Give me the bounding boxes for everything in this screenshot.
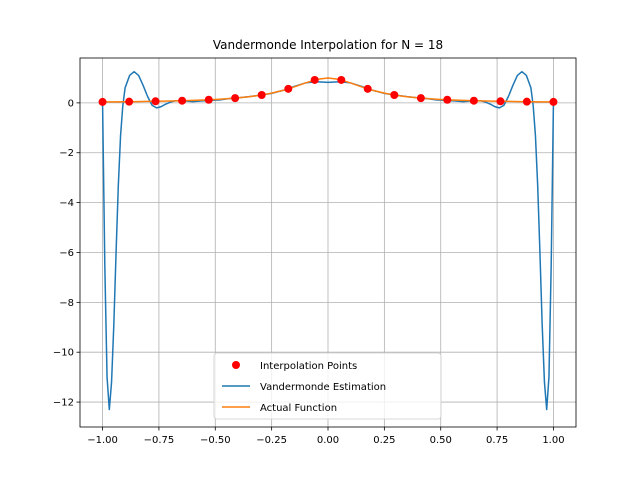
interpolation-point	[549, 97, 558, 106]
interpolation-point	[390, 91, 399, 99]
interpolation-point	[125, 97, 134, 106]
interpolation-point	[443, 95, 452, 104]
x-tick-label: 0.00	[317, 435, 339, 446]
y-tick-label: −12	[53, 398, 74, 409]
interpolation-point	[337, 75, 346, 84]
x-tick-label: 0.25	[373, 435, 395, 446]
x-tick-label: 0.50	[430, 435, 452, 446]
y-tick-label: −6	[59, 248, 74, 259]
interpolation-point	[204, 95, 213, 104]
y-tick-label: −10	[53, 348, 74, 359]
plot-area	[98, 70, 558, 411]
x-tick-label: −0.75	[144, 435, 175, 446]
interpolation-point	[363, 84, 372, 93]
x-tick-label: −0.25	[256, 435, 287, 446]
axes-frame	[79, 57, 577, 428]
y-tick-label: 0	[68, 98, 74, 109]
y-tick-label: −2	[59, 148, 74, 159]
interpolation-point	[416, 94, 425, 103]
interpolation-point	[496, 97, 505, 106]
interpolation-point	[310, 75, 319, 84]
legend-label-interpolation-points: Interpolation Points	[260, 361, 357, 372]
x-tick-label: 0.75	[486, 435, 508, 446]
legend-label-actual-function: Actual Function	[260, 403, 337, 414]
x-tick-label: −1.00	[87, 435, 118, 446]
x-tick-label: 1.00	[542, 435, 564, 446]
interpolation-point	[98, 97, 107, 106]
interpolation-point	[231, 94, 240, 103]
x-tick-label: −0.50	[200, 435, 231, 446]
series-line-vandermonde-estimation	[101, 70, 555, 411]
legend-box	[213, 352, 442, 420]
interpolation-point	[522, 97, 531, 106]
y-tick-label: −4	[59, 198, 74, 209]
interpolation-point	[151, 97, 160, 106]
interpolation-point	[469, 96, 478, 105]
series-line-actual-function	[102, 77, 554, 103]
legend: Interpolation Points Vandermonde Estimat…	[213, 352, 442, 420]
legend-label-vandermonde-estimation: Vandermonde Estimation	[260, 382, 386, 393]
interpolation-point	[284, 84, 293, 93]
axis-ticks: −1.00 −0.75 −0.50 −0.25 0.00 0.25 0.50 0.75 1.00…	[53, 98, 565, 446]
interpolation-point	[178, 96, 187, 105]
legend-marker-interpolation-points	[232, 361, 240, 369]
chart-title: Vandermonde Interpolation for N = 18	[213, 38, 443, 52]
interpolation-point	[257, 91, 266, 99]
y-tick-label: −8	[59, 298, 74, 309]
